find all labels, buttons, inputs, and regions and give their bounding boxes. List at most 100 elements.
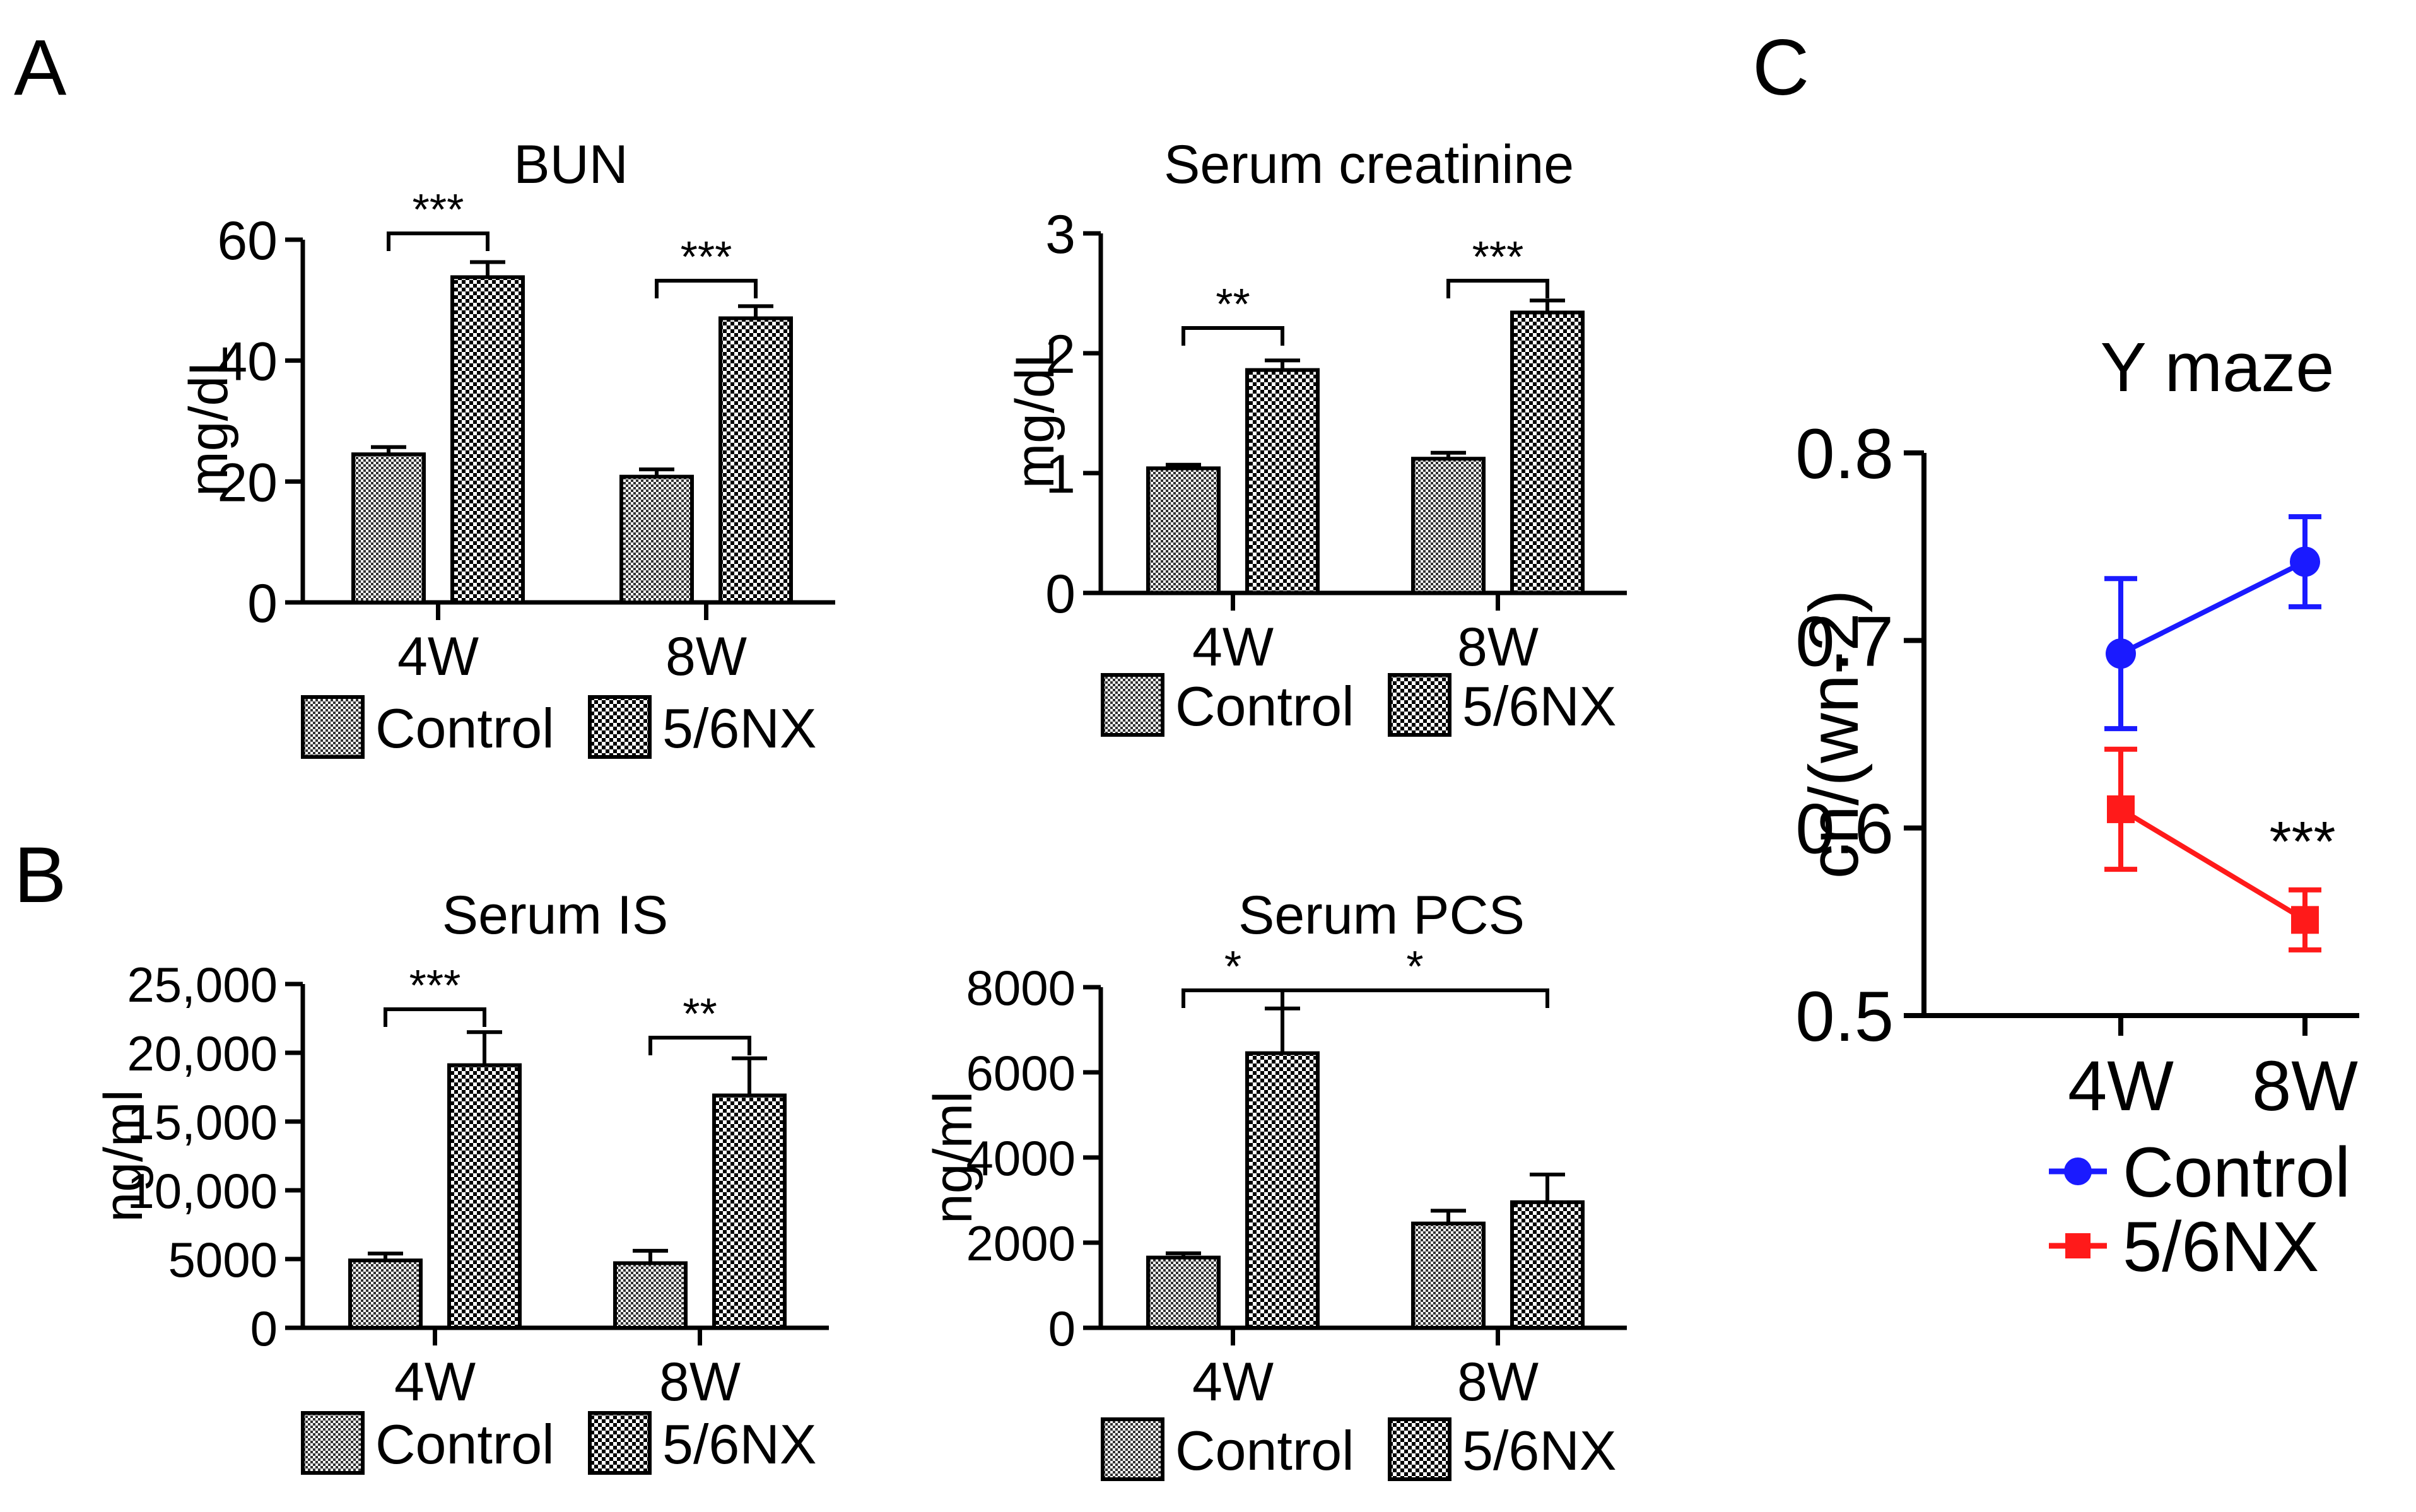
legend-swatch-5-6nx [588,695,652,759]
significance-bracket [1446,279,1549,298]
x-tick-label: 8W [1457,1352,1539,1412]
x-tick-label: 4W [1192,617,1274,677]
y-maze-line-chart: Y maze cn/(wn-2) 0.5 0.6 0.7 0.8 4W 8W *** Contro… [1795,329,2359,1286]
legend-swatch-control [301,695,365,759]
y-tick-label: 0.6 [1795,790,1894,869]
significance-bracket [387,231,490,251]
y-tick-label: 0 [1045,564,1076,624]
y-tick-label: 40 [217,332,278,392]
y-tick-label: 6000 [966,1045,1076,1101]
x-tick-label: 4W [2068,1046,2174,1125]
y-tick-label: 2 [1045,324,1076,385]
chart-title: Serum creatinine [1164,134,1574,195]
series-line-control [2120,559,2306,656]
legend-swatch-5-6nx [1388,673,1451,737]
y-axis-label: ng/ml [923,1091,983,1224]
data-point-5-6nx [2291,906,2319,934]
bar-control [348,1258,423,1330]
y-tick-label: 0 [1048,1301,1076,1356]
y-tick-label: 0.5 [1795,977,1894,1056]
bar-5-6nx [447,1063,522,1330]
bar-5-6nx [718,316,793,604]
bar-5-6nx [712,1093,787,1330]
y-tick-label: 3 [1045,204,1076,265]
bar-5-6nx [1245,368,1320,595]
legend-label-5-6nx: 5/6NX [1462,675,1617,737]
legend-swatch-control [301,1411,365,1475]
panel-label-b: B [14,831,66,919]
bun-bar-chart: BUN mg/dL 0 20 40 60 4W 8W *** *** Control 5/6NX [179,134,835,759]
y-axis-label: ng/ml [93,1089,154,1222]
significance-bracket [1182,988,1284,1008]
significance-bracket [384,1007,486,1027]
significance-label: ** [1216,279,1250,329]
legend-label-5-6nx: 5/6NX [662,1413,817,1475]
x-tick-label: 8W [2252,1046,2358,1125]
significance-label: *** [2269,811,2335,874]
x-tick-label: 4W [394,1352,476,1412]
legend-marker-5-6nx [2065,1233,2091,1258]
chart-title: Y maze [2101,329,2335,406]
legend-label-control: Control [1175,1419,1354,1482]
data-point-5-6nx [2107,795,2135,823]
bar-5-6nx [1245,1051,1320,1330]
legend-label-5-6nx: 5/6NX [1462,1419,1617,1482]
y-tick-label: 60 [217,211,278,271]
panel-label-c: C [1752,24,1809,112]
y-tick-label: 20 [217,452,278,513]
y-tick-label: 0 [250,1301,278,1356]
bar-control [619,474,694,605]
legend-swatch-5-6nx [1388,1417,1451,1481]
y-tick-label: 5000 [168,1232,278,1287]
legend-swatch-5-6nx [588,1411,652,1475]
significance-bracket [655,279,758,298]
chart-title: Serum PCS [1238,885,1525,946]
x-tick-label: 8W [666,626,747,687]
significance-label: *** [409,961,461,1010]
y-tick-label: 8000 [966,960,1076,1016]
y-tick-label: 0 [247,573,278,634]
y-tick-label: 1 [1045,444,1076,505]
legend-marker-control [2064,1157,2092,1185]
bar-control [351,452,426,604]
legend-label-control: Control [1175,675,1354,737]
y-tick-label: 10,000 [127,1163,278,1219]
significance-label: *** [413,185,464,234]
x-tick-label: 4W [1192,1352,1274,1412]
bar-control [1146,1255,1221,1330]
y-tick-label: 20,000 [127,1026,278,1081]
bar-5-6nx [1510,1200,1585,1330]
y-tick-label: 2000 [966,1216,1076,1271]
data-point-control [2106,638,2136,669]
y-tick-label: 25,000 [127,957,278,1012]
legend-label-control: Control [2123,1133,2350,1212]
significance-bracket [1182,326,1284,346]
data-point-control [2290,546,2320,577]
significance-label: * [1406,942,1423,991]
x-tick-label: 8W [1457,617,1539,677]
y-axis-label: cn/(wn-2) [1795,590,1873,879]
serum-pcs-bar-chart: Serum PCS ng/ml 0 2000 4000 6000 8000 4W 8W * * Con… [923,885,1627,1482]
legend-swatch-control [1101,673,1164,737]
y-tick-label: 4000 [966,1130,1076,1186]
significance-label: *** [1472,232,1524,281]
significance-bracket [648,1036,751,1055]
legend-label-control: Control [375,1413,554,1475]
y-tick-label: 0.8 [1795,414,1894,493]
panel-label-a: A [14,24,67,112]
legend-label-5-6nx: 5/6NX [662,697,817,759]
y-tick-label: 0.7 [1795,602,1894,681]
x-tick-label: 4W [397,626,479,687]
chart-title: Serum IS [442,885,668,946]
legend-label-control: Control [375,697,554,759]
y-axis-label: mg/dL [179,346,239,496]
series-line-5-6nx [2119,807,2307,922]
significance-label: * [1224,942,1241,991]
legend-label-5-6nx: 5/6NX [2123,1207,2319,1286]
chart-title: BUN [513,134,628,195]
bar-control [1146,466,1221,595]
bar-5-6nx [450,275,525,604]
x-tick-label: 8W [659,1352,741,1412]
